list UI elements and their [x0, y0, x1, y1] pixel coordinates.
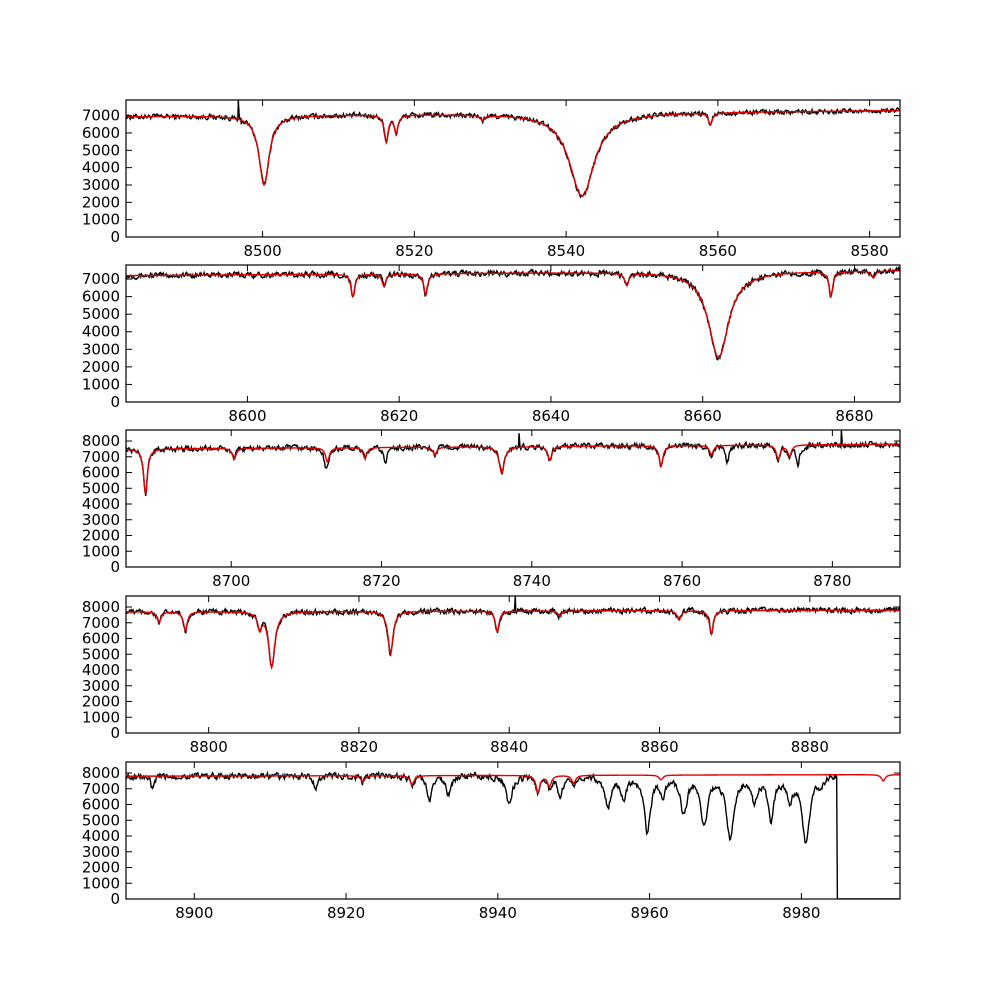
y-tick-label: 4000 — [82, 661, 120, 679]
x-tick-label: 8880 — [791, 738, 829, 756]
x-tick-label: 8760 — [663, 572, 701, 590]
y-tick-label: 7000 — [82, 780, 120, 798]
y-tick-label: 7000 — [82, 614, 120, 632]
y-tick-label: 7000 — [82, 448, 120, 466]
y-tick-label: 8000 — [82, 764, 120, 782]
x-tick-label: 8600 — [228, 407, 266, 425]
y-tick-label: 3000 — [82, 843, 120, 861]
x-tick-label: 8720 — [362, 572, 400, 590]
observed-spectrum-line — [126, 430, 900, 496]
x-tick-label: 8920 — [327, 904, 365, 922]
y-tick-label: 6000 — [82, 288, 120, 306]
x-tick-label: 8840 — [490, 738, 528, 756]
x-tick-label: 8680 — [835, 407, 873, 425]
axes-frame — [125, 99, 901, 238]
spectrum-panel-3: 8700 8720 8740 8760 8780 01000200030004000500… — [82, 429, 901, 590]
y-tick-label: 2000 — [82, 859, 120, 877]
y-tick-label: 6000 — [82, 464, 120, 482]
x-tick-label: 8700 — [212, 572, 250, 590]
y-tick-label: 4000 — [82, 495, 120, 513]
x-tick-label: 8640 — [532, 407, 570, 425]
y-tick-label: 2000 — [82, 358, 120, 376]
axes-frame — [125, 595, 901, 734]
y-tick-label: 8000 — [82, 598, 120, 616]
x-tick-label: 8960 — [630, 904, 668, 922]
x-tick-label: 8620 — [380, 407, 418, 425]
x-tick-label: 8560 — [699, 242, 737, 260]
model-spectrum-line — [126, 270, 900, 359]
y-tick-label: 6000 — [82, 630, 120, 648]
spectrum-panel-1: 8500 8520 8540 8560 8580 01000200030004000500… — [82, 99, 901, 260]
y-tick-label: 5000 — [82, 141, 120, 159]
model-spectrum-line — [126, 109, 900, 197]
y-tick-label: 3000 — [82, 340, 120, 358]
y-tick-label: 0 — [110, 724, 120, 742]
y-tick-label: 5000 — [82, 645, 120, 663]
y-tick-label: 2000 — [82, 193, 120, 211]
x-tick-label: 8520 — [395, 242, 433, 260]
y-tick-label: 0 — [110, 393, 120, 411]
model-spectrum-line — [126, 609, 900, 669]
axes-frame — [125, 761, 901, 900]
x-tick-label: 8940 — [479, 904, 517, 922]
y-tick-label: 7000 — [82, 270, 120, 288]
y-tick-label: 2000 — [82, 527, 120, 545]
observed-spectrum-line — [126, 100, 900, 199]
axes-frame — [125, 429, 901, 568]
y-tick-label: 6000 — [82, 124, 120, 142]
y-tick-label: 1000 — [82, 874, 120, 892]
x-tick-label: 8540 — [547, 242, 585, 260]
y-tick-label: 4000 — [82, 159, 120, 177]
x-tick-label: 8780 — [813, 572, 851, 590]
x-tick-label: 8580 — [851, 242, 889, 260]
y-tick-label: 1000 — [82, 375, 120, 393]
x-tick-label: 8900 — [175, 904, 213, 922]
y-tick-label: 7000 — [82, 107, 120, 125]
y-tick-label: 6000 — [82, 796, 120, 814]
x-tick-label: 8660 — [684, 407, 722, 425]
spectrum-panel-2: 8600 8620 8640 8660 8680 01000200030004000500… — [82, 264, 901, 425]
y-tick-label: 3000 — [82, 511, 120, 529]
y-tick-label: 4000 — [82, 827, 120, 845]
axes-frame — [125, 264, 901, 403]
y-tick-label: 3000 — [82, 677, 120, 695]
spectrum-panel-5: 8900 8920 8940 8960 8980 01000200030004000500… — [82, 761, 901, 922]
observed-spectrum-line — [126, 265, 900, 361]
y-tick-label: 1000 — [82, 211, 120, 229]
y-tick-label: 3000 — [82, 176, 120, 194]
y-tick-label: 2000 — [82, 693, 120, 711]
model-spectrum-line — [126, 443, 900, 495]
spectrum-panel-4: 8800 8820 8840 8860 8880 01000200030004000500… — [82, 595, 901, 756]
model-spectrum-line — [126, 774, 900, 794]
y-tick-label: 0 — [110, 228, 120, 246]
x-tick-label: 8820 — [340, 738, 378, 756]
y-tick-label: 5000 — [82, 305, 120, 323]
observed-spectrum-line — [126, 596, 900, 670]
x-tick-label: 8980 — [782, 904, 820, 922]
observed-spectrum-line — [126, 770, 900, 899]
y-tick-label: 8000 — [82, 432, 120, 450]
y-tick-label: 5000 — [82, 479, 120, 497]
y-tick-label: 5000 — [82, 811, 120, 829]
y-tick-label: 1000 — [82, 708, 120, 726]
y-tick-label: 0 — [110, 558, 120, 576]
x-tick-label: 8800 — [190, 738, 228, 756]
x-tick-label: 8500 — [243, 242, 281, 260]
y-tick-label: 0 — [110, 890, 120, 908]
x-tick-label: 8740 — [513, 572, 551, 590]
y-tick-label: 1000 — [82, 542, 120, 560]
y-tick-label: 4000 — [82, 323, 120, 341]
x-tick-label: 8860 — [640, 738, 678, 756]
